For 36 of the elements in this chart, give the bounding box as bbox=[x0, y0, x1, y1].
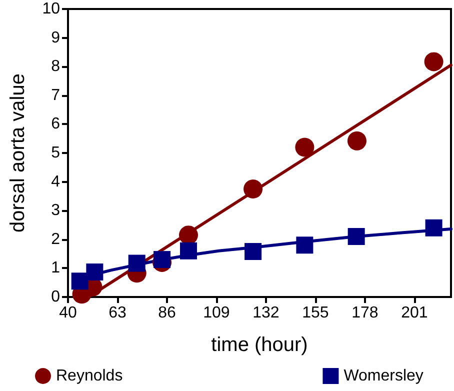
x-axis-title: time (hour) bbox=[211, 334, 308, 356]
x-tick-label: 178 bbox=[352, 304, 378, 322]
y-tick-label: 3 bbox=[51, 202, 60, 220]
legend-label: Reynolds bbox=[56, 368, 123, 384]
x-tick-label: 40 bbox=[59, 304, 77, 322]
point bbox=[295, 138, 314, 157]
x-tick-label: 201 bbox=[401, 304, 428, 322]
point bbox=[296, 236, 314, 254]
x-tick-label: 155 bbox=[302, 304, 329, 322]
point bbox=[154, 251, 171, 268]
point bbox=[244, 180, 263, 198]
y-tick-label: 8 bbox=[51, 58, 60, 76]
y-tick-label: 5 bbox=[51, 144, 60, 162]
y-tick-label: 10 bbox=[42, 0, 60, 18]
x-tick-label: 86 bbox=[158, 304, 176, 322]
legend-label: Womersley bbox=[344, 368, 424, 384]
y-tick-label: 0 bbox=[51, 288, 60, 306]
point bbox=[347, 131, 366, 150]
point bbox=[348, 228, 365, 246]
y-tick-label: 6 bbox=[51, 116, 60, 133]
point bbox=[244, 242, 262, 260]
point bbox=[71, 272, 88, 290]
point bbox=[425, 219, 442, 236]
y-tick-label: 1 bbox=[51, 260, 60, 277]
y-tick-label: 7 bbox=[51, 86, 60, 104]
point bbox=[86, 263, 104, 280]
point bbox=[424, 52, 444, 72]
y-tick-label: 4 bbox=[51, 173, 60, 190]
y-tick-label: 2 bbox=[51, 230, 60, 248]
y-tick-label: 9 bbox=[51, 29, 60, 46]
x-tick-label: 109 bbox=[203, 304, 230, 322]
x-tick-label: 63 bbox=[108, 304, 126, 322]
x-tick-label: 132 bbox=[252, 304, 280, 322]
y-axis-title: dorsal aorta value bbox=[7, 74, 29, 232]
point bbox=[128, 254, 146, 272]
point bbox=[180, 242, 197, 260]
